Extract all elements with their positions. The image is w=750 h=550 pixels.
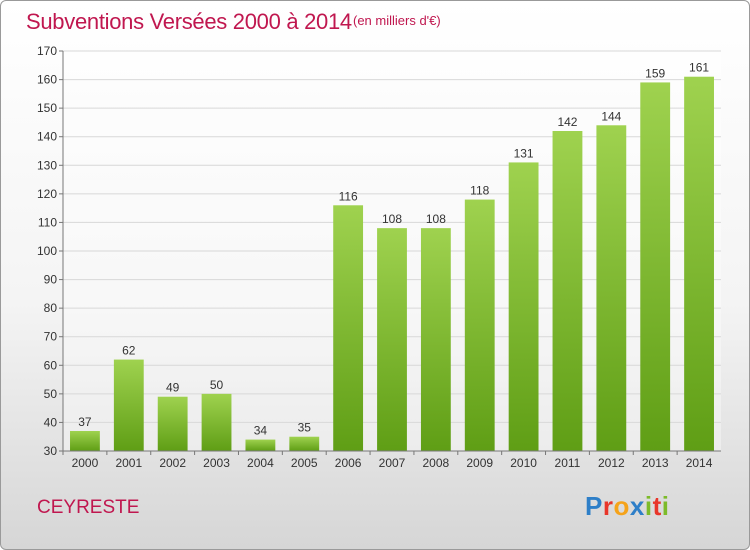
y-tick-label: 160 bbox=[37, 73, 57, 87]
data-label-2011: 142 bbox=[557, 115, 577, 129]
y-tick-label: 120 bbox=[37, 187, 57, 201]
y-tick-label: 170 bbox=[37, 44, 57, 58]
y-tick-label: 110 bbox=[38, 215, 57, 229]
bars: 37 62 49 50 34 35 116 108 108 118 131 142 144 159 161 bbox=[70, 61, 714, 452]
x-tick-label-2011: 2011 bbox=[555, 456, 581, 470]
data-label-2007: 108 bbox=[382, 212, 402, 226]
data-label-2002: 49 bbox=[166, 381, 180, 395]
proxiti-logo: Proxiti bbox=[585, 491, 669, 522]
bar-2014 bbox=[684, 76, 714, 451]
commune-name: CEYRESTE bbox=[37, 497, 140, 518]
bar-2010 bbox=[508, 162, 539, 451]
bar-2009 bbox=[464, 199, 495, 451]
bar-2002 bbox=[157, 396, 188, 451]
y-tick-label: 100 bbox=[37, 244, 57, 258]
logo-letter: i bbox=[661, 491, 670, 521]
x-tick-label-2008: 2008 bbox=[423, 456, 450, 470]
y-tick-label: 40 bbox=[44, 415, 58, 429]
x-tick-label-2010: 2010 bbox=[510, 456, 537, 470]
chart-title: Subventions Versées 2000 à 2014 bbox=[26, 9, 352, 34]
y-tick-label: 130 bbox=[37, 158, 57, 172]
data-label-2010: 131 bbox=[514, 146, 534, 160]
y-tick-label: 60 bbox=[44, 358, 58, 372]
y-tick-label: 80 bbox=[44, 301, 58, 315]
x-tick-label-2002: 2002 bbox=[159, 456, 186, 470]
x-tick-label-2000: 2000 bbox=[72, 456, 99, 470]
logo-letter: x bbox=[629, 491, 645, 521]
logo-letter: i bbox=[644, 491, 653, 521]
data-label-2006: 116 bbox=[339, 189, 358, 203]
logo-letter: P bbox=[585, 491, 603, 521]
x-tick-label-2005: 2005 bbox=[291, 456, 318, 470]
bar-2007 bbox=[377, 228, 407, 451]
data-label-2014: 161 bbox=[689, 61, 709, 75]
data-label-2000: 37 bbox=[78, 415, 92, 429]
bar-2003 bbox=[201, 393, 232, 451]
x-tick-label-2014: 2014 bbox=[686, 456, 713, 470]
logo-letter: o bbox=[613, 491, 630, 521]
bar-2005 bbox=[289, 436, 320, 451]
x-tick-label-2009: 2009 bbox=[466, 456, 493, 470]
axes: 30 40 50 60 70 80 90 100 110 120 130 140 150 160 170 20… bbox=[37, 44, 721, 470]
data-label-2012: 144 bbox=[601, 109, 621, 123]
x-tick-label-2004: 2004 bbox=[247, 456, 274, 470]
bar-2000 bbox=[70, 431, 100, 451]
bar-2006 bbox=[333, 205, 364, 451]
bar-2004 bbox=[245, 439, 276, 451]
bar-2012 bbox=[596, 125, 627, 452]
data-label-2005: 35 bbox=[298, 421, 312, 435]
data-label-2003: 50 bbox=[210, 378, 224, 392]
data-label-2004: 34 bbox=[254, 424, 268, 438]
y-tick-label: 140 bbox=[37, 130, 57, 144]
data-label-2009: 118 bbox=[470, 184, 489, 198]
data-label-2008: 108 bbox=[426, 212, 446, 226]
y-tick-label: 30 bbox=[44, 444, 58, 458]
logo-letter: r bbox=[602, 491, 614, 521]
bar-2013 bbox=[640, 82, 671, 451]
x-tick-label-2006: 2006 bbox=[335, 456, 362, 470]
y-tick-label: 90 bbox=[44, 273, 58, 287]
y-tick-label: 50 bbox=[44, 387, 58, 401]
x-tick-label-2001: 2001 bbox=[115, 456, 142, 470]
bar-2001 bbox=[113, 359, 144, 451]
y-tick-label: 70 bbox=[44, 330, 58, 344]
x-tick-label-2013: 2013 bbox=[642, 456, 669, 470]
bar-2008 bbox=[420, 228, 451, 451]
bar-2011 bbox=[552, 131, 583, 451]
data-label-2001: 62 bbox=[122, 344, 136, 358]
x-tick-label-2012: 2012 bbox=[598, 456, 625, 470]
x-tick-label-2007: 2007 bbox=[379, 456, 406, 470]
data-label-2013: 159 bbox=[645, 66, 665, 80]
y-tick-label: 150 bbox=[37, 101, 57, 115]
logo-letter: t bbox=[652, 491, 662, 521]
x-tick-label-2003: 2003 bbox=[203, 456, 230, 470]
chart-unit: (en milliers d'€) bbox=[353, 13, 441, 28]
